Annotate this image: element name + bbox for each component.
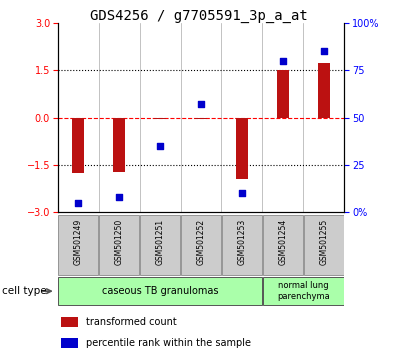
- Text: GSM501252: GSM501252: [197, 219, 205, 265]
- Text: percentile rank within the sample: percentile rank within the sample: [86, 338, 252, 348]
- Point: [75, 200, 81, 206]
- Text: GSM501249: GSM501249: [74, 219, 83, 266]
- FancyBboxPatch shape: [263, 215, 303, 275]
- Bar: [154, 118, 166, 119]
- Point: [321, 48, 327, 54]
- Bar: [72, 118, 84, 173]
- FancyBboxPatch shape: [140, 215, 180, 275]
- FancyBboxPatch shape: [263, 277, 344, 305]
- FancyBboxPatch shape: [99, 215, 139, 275]
- Point: [239, 190, 245, 196]
- Point: [157, 143, 163, 149]
- FancyBboxPatch shape: [222, 215, 262, 275]
- Point: [198, 102, 204, 107]
- FancyBboxPatch shape: [181, 215, 221, 275]
- FancyBboxPatch shape: [304, 215, 344, 275]
- FancyBboxPatch shape: [58, 277, 262, 305]
- Text: normal lung
parenchyma: normal lung parenchyma: [277, 281, 330, 301]
- Bar: [60, 338, 78, 348]
- Bar: [318, 63, 330, 118]
- Text: caseous TB granulomas: caseous TB granulomas: [102, 286, 218, 296]
- Text: cell type: cell type: [2, 286, 47, 296]
- Bar: [60, 317, 78, 327]
- FancyBboxPatch shape: [58, 215, 98, 275]
- Text: GDS4256 / g7705591_3p_a_at: GDS4256 / g7705591_3p_a_at: [90, 9, 308, 23]
- Bar: [113, 118, 125, 172]
- Text: GSM501254: GSM501254: [278, 219, 287, 266]
- Text: transformed count: transformed count: [86, 317, 177, 327]
- Text: GSM501253: GSM501253: [238, 219, 246, 266]
- Text: GSM501251: GSM501251: [156, 219, 164, 265]
- Text: GSM501250: GSM501250: [115, 219, 124, 266]
- Bar: [236, 118, 248, 179]
- Bar: [277, 70, 289, 118]
- Point: [280, 58, 286, 64]
- Bar: [195, 118, 207, 119]
- Text: GSM501255: GSM501255: [319, 219, 328, 266]
- Point: [116, 194, 122, 200]
